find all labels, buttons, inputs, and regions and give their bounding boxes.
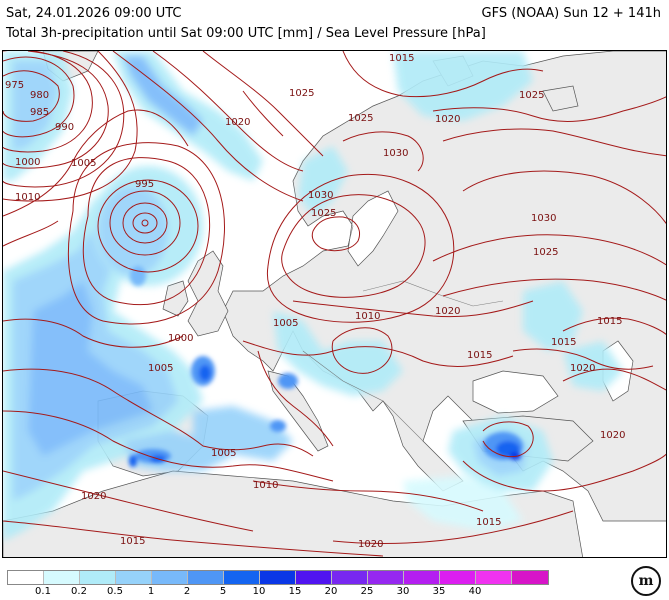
isobar-label: 1005 <box>273 318 298 329</box>
isobar-label: 1020 <box>600 430 625 441</box>
isobar-label: 995 <box>135 179 154 190</box>
legend-colorbar <box>7 570 549 585</box>
novaya-zemlya <box>542 85 579 112</box>
isobar-label: 1015 <box>389 53 414 64</box>
legend-tick-label: 40 <box>468 586 482 597</box>
legend-tick-label: 20 <box>324 586 338 597</box>
isobar-label: 990 <box>55 122 74 133</box>
legend-color-cell <box>332 571 368 584</box>
isobar-label: 975 <box>5 80 24 91</box>
legend-tick-label: 1 <box>147 586 155 597</box>
isobar-label: 1030 <box>531 213 556 224</box>
legend-color-cell <box>296 571 332 584</box>
legend-tick-label: 2 <box>183 586 191 597</box>
parameter-description: Total 3h-precipitation until Sat 09:00 U… <box>6 26 486 41</box>
legend-color-cell <box>440 571 476 584</box>
model-run: GFS (NOAA) Sun 12 + 141h <box>481 6 661 21</box>
isobar-label: 1020 <box>81 491 106 502</box>
isobar-label: 1025 <box>348 113 373 124</box>
isobar-label: 1005 <box>211 448 236 459</box>
legend-tick-label: 0.2 <box>71 586 87 597</box>
isobar-label: 1020 <box>435 306 460 317</box>
map-canvas: 975 980 985 990 1000 1005 1010 995 1020 … <box>3 51 666 557</box>
isobar-label: 1015 <box>467 350 492 361</box>
isobar-label: 1025 <box>289 88 314 99</box>
isobar-labels: 975 980 985 990 1000 1005 1010 995 1020 … <box>5 53 625 550</box>
isobar-label: 1020 <box>225 117 250 128</box>
legend-tick-label: 15 <box>288 586 302 597</box>
isobar-label: 1000 <box>168 333 193 344</box>
forecast-map[interactable]: 975 980 985 990 1000 1005 1010 995 1020 … <box>2 50 667 558</box>
isobar-label: 1010 <box>355 311 380 322</box>
isobar-label: 1000 <box>15 157 40 168</box>
isobar-label: 1025 <box>311 208 336 219</box>
isobar-label: 980 <box>30 90 49 101</box>
valid-time: Sat, 24.01.2026 09:00 UTC <box>6 6 182 21</box>
legend-color-cell <box>152 571 188 584</box>
legend-color-cell <box>512 571 548 584</box>
logo-text: m <box>638 573 654 589</box>
legend-color-cell <box>224 571 260 584</box>
ireland <box>162 280 189 317</box>
precipitation-field <box>3 51 623 541</box>
isobar-label: 1015 <box>476 517 501 528</box>
legend-color-cell <box>260 571 296 584</box>
isobar-label: 1025 <box>519 90 544 101</box>
legend-tick-label: 0.5 <box>107 586 123 597</box>
legend-tick-label: 30 <box>396 586 410 597</box>
isobar-label: 1005 <box>71 158 96 169</box>
isobar-label: 1015 <box>551 337 576 348</box>
baltic-sea <box>347 190 399 267</box>
legend-tick-label: 35 <box>432 586 446 597</box>
isobar-label: 1020 <box>570 363 595 374</box>
legend-color-cell <box>368 571 404 584</box>
meteociel-logo[interactable]: m <box>631 566 661 596</box>
legend-color-cell <box>8 571 44 584</box>
isobar-label: 1020 <box>435 114 460 125</box>
map-header: Sat, 24.01.2026 09:00 UTC GFS (NOAA) Sun… <box>0 0 669 50</box>
isobar-label: 1020 <box>358 539 383 550</box>
legend-tick-label: 5 <box>219 586 227 597</box>
isobar-label: 1015 <box>120 536 145 547</box>
legend-color-cell <box>476 571 512 584</box>
legend-color-cell <box>404 571 440 584</box>
low-pressure-center-icon <box>141 219 149 227</box>
precipitation-legend: 0.1 0.2 0.5 1 2 5 10 15 20 25 30 35 40 <box>7 570 549 600</box>
isobar-label: 1030 <box>383 148 408 159</box>
isobars <box>3 51 666 557</box>
isobar-label: 1030 <box>308 190 333 201</box>
isobar-label: 1015 <box>597 316 622 327</box>
isobar-label: 1005 <box>148 363 173 374</box>
legend-tick-label: 10 <box>252 586 266 597</box>
legend-color-cell <box>188 571 224 584</box>
isobar-label: 985 <box>30 107 49 118</box>
legend-tick-label: 25 <box>360 586 374 597</box>
legend-tick-label: 0.1 <box>35 586 51 597</box>
legend-color-cell <box>80 571 116 584</box>
isobar-label: 1025 <box>533 247 558 258</box>
isobar-label: 1010 <box>253 480 278 491</box>
black-sea <box>472 370 559 414</box>
legend-color-cell <box>116 571 152 584</box>
legend-color-cell <box>44 571 80 584</box>
isobar-label: 1010 <box>15 192 40 203</box>
